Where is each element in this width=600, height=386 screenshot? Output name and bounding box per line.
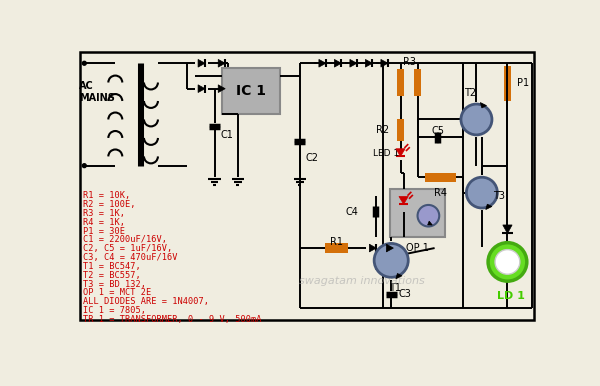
Text: LD 1: LD 1 (497, 291, 525, 301)
Text: R2: R2 (376, 125, 389, 135)
Polygon shape (319, 59, 326, 67)
Text: R1: R1 (329, 237, 343, 247)
Circle shape (488, 243, 527, 281)
Text: C4: C4 (346, 207, 359, 217)
Polygon shape (198, 59, 205, 67)
Polygon shape (334, 59, 341, 67)
Bar (503, 66, 511, 101)
Text: C1: C1 (221, 130, 233, 140)
Circle shape (466, 177, 497, 208)
Bar (389, 189, 445, 237)
Circle shape (495, 250, 520, 274)
Circle shape (461, 104, 492, 135)
Circle shape (82, 61, 86, 65)
Text: C2, C5 = 1uF/16V,: C2, C5 = 1uF/16V, (83, 244, 172, 253)
Text: AC
MAINS: AC MAINS (79, 81, 115, 103)
Text: swagatam innovations: swagatam innovations (299, 276, 425, 286)
Polygon shape (428, 221, 432, 225)
Text: C5: C5 (431, 126, 444, 136)
Text: C1 = 2200uF/16V,: C1 = 2200uF/16V, (83, 235, 167, 244)
Polygon shape (370, 244, 376, 252)
Text: T2: T2 (464, 88, 476, 98)
Bar (413, 69, 421, 96)
Bar (397, 120, 404, 141)
Polygon shape (218, 59, 225, 67)
Text: T2 = BC557,: T2 = BC557, (83, 271, 140, 280)
Bar (425, 173, 457, 182)
Text: R2 = 100E,: R2 = 100E, (83, 200, 135, 209)
Polygon shape (399, 196, 408, 204)
Text: P1: P1 (517, 78, 529, 88)
Text: C3, C4 = 470uF/16V: C3, C4 = 470uF/16V (83, 253, 177, 262)
Polygon shape (396, 149, 405, 156)
Text: R3 = 1K,: R3 = 1K, (83, 209, 125, 218)
Polygon shape (350, 59, 357, 67)
Text: R3: R3 (403, 57, 416, 67)
Text: P1 = 30E: P1 = 30E (83, 227, 125, 235)
Text: IC 1 = 7805,: IC 1 = 7805, (83, 306, 146, 315)
Text: C3: C3 (399, 289, 412, 299)
Polygon shape (218, 85, 225, 93)
Bar (397, 69, 404, 96)
Bar (325, 244, 348, 253)
Text: T3 = BD 132,: T3 = BD 132, (83, 279, 146, 289)
Polygon shape (396, 273, 402, 279)
Text: LED 1: LED 1 (373, 149, 400, 158)
Text: R1 = 10K,: R1 = 10K, (83, 191, 130, 200)
Polygon shape (386, 244, 394, 252)
Polygon shape (381, 59, 388, 67)
Circle shape (374, 244, 408, 277)
Polygon shape (481, 103, 487, 108)
Text: R4: R4 (434, 188, 448, 198)
Text: ALL DIODES ARE = 1N4007,: ALL DIODES ARE = 1N4007, (83, 297, 209, 306)
Text: C2: C2 (306, 153, 319, 163)
Text: TR 1 = TRANSFORMER, 0 - 9 V, 500mA: TR 1 = TRANSFORMER, 0 - 9 V, 500mA (83, 315, 261, 324)
Text: T1: T1 (389, 283, 401, 293)
Text: T3: T3 (493, 191, 505, 201)
Circle shape (82, 164, 86, 168)
Polygon shape (198, 85, 205, 93)
Text: T1 = BC547,: T1 = BC547, (83, 262, 140, 271)
Bar (222, 68, 280, 114)
Polygon shape (365, 59, 373, 67)
Polygon shape (486, 204, 492, 210)
Text: OP 1 = MCT 2E: OP 1 = MCT 2E (83, 288, 151, 298)
Text: R4 = 1K,: R4 = 1K, (83, 218, 125, 227)
Circle shape (418, 205, 439, 227)
Polygon shape (503, 225, 512, 234)
Text: OP 1: OP 1 (406, 243, 429, 253)
Text: IC 1: IC 1 (236, 84, 266, 98)
